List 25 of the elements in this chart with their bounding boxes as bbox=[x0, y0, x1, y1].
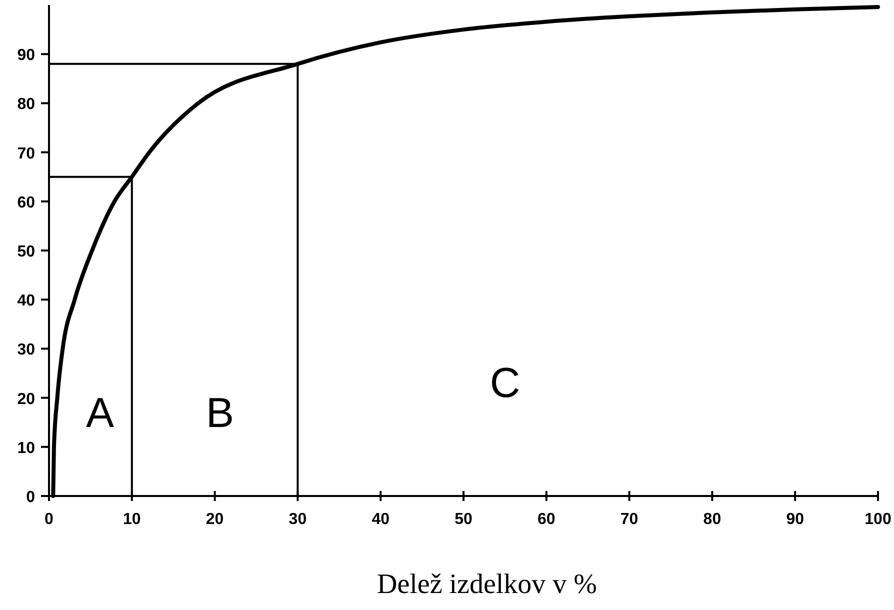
y-tick-label: 20 bbox=[17, 390, 36, 408]
y-tick-label: 10 bbox=[17, 440, 36, 457]
y-tick-label: 50 bbox=[17, 244, 36, 260]
x-tick-label: 90 bbox=[786, 511, 804, 528]
y-tick-label: 60 bbox=[17, 194, 36, 212]
x-tick-label: 50 bbox=[454, 511, 472, 528]
x-tick-label: 10 bbox=[123, 511, 141, 528]
x-tick-label: 70 bbox=[620, 511, 638, 528]
x-axis-title: Delež izdelkov v % bbox=[376, 569, 598, 600]
annotation: B bbox=[206, 389, 234, 436]
y-tick-label: 80 bbox=[17, 96, 36, 114]
x-tick-label: 80 bbox=[703, 511, 722, 528]
x-tick-label: 100 bbox=[864, 511, 892, 528]
x-tick-label: 40 bbox=[372, 511, 390, 528]
annotation: A bbox=[86, 389, 114, 436]
x-tick-label: 0 bbox=[44, 511, 54, 528]
y-tick-label: 0 bbox=[26, 489, 36, 506]
annotation: C bbox=[490, 359, 520, 406]
x-tick-label: 20 bbox=[206, 511, 224, 528]
y-tick-label: 70 bbox=[17, 145, 36, 162]
y-tick-label: 90 bbox=[17, 47, 36, 64]
y-tick-label: 40 bbox=[17, 292, 36, 310]
x-tick-label: 60 bbox=[538, 511, 556, 528]
y-tick-label: 30 bbox=[17, 342, 36, 359]
x-tick-label: 30 bbox=[288, 511, 307, 528]
